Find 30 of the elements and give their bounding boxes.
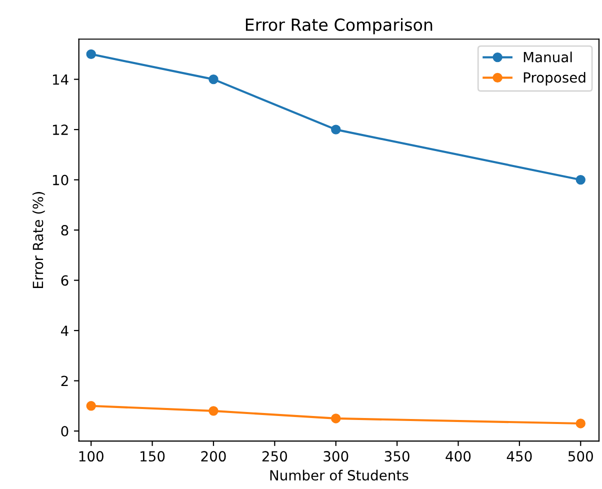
x-tick-label: 300 (324, 451, 348, 462)
legend-label: Proposed (524, 72, 586, 86)
point (86, 401, 96, 411)
x-tick-label: 450 (506, 451, 532, 462)
x-tick-label: 350 (384, 451, 410, 462)
x-tick-label: 250 (262, 451, 288, 462)
x-tick-label: 150 (140, 451, 165, 462)
chart-title: Error Rate Comparison (246, 18, 432, 34)
y-tick-label: 12 (52, 124, 68, 135)
y-tick-label: 8 (61, 225, 68, 236)
y-tick-label: 2 (61, 376, 68, 386)
point (576, 418, 586, 428)
point (331, 124, 341, 134)
y-tick-label: 6 (61, 275, 68, 286)
point (208, 406, 218, 416)
point (208, 74, 218, 84)
x-tick-label: 200 (201, 451, 226, 462)
y-axis-title: Error Rate (%) (32, 192, 45, 288)
x-tick-label: 400 (446, 451, 471, 462)
x-tick-label: 100 (79, 451, 104, 462)
point (576, 174, 586, 185)
y-tick-label: 14 (52, 74, 68, 85)
x-tick-label: 500 (568, 451, 593, 462)
point (331, 414, 341, 424)
legend-label: Manual (524, 52, 572, 62)
y-tick-label: 0 (61, 426, 68, 437)
y-tick-label: 4 (60, 326, 68, 336)
x-axis-title: Number of Students (270, 470, 408, 481)
y-tick-label: 10 (52, 174, 68, 186)
point (86, 49, 96, 60)
